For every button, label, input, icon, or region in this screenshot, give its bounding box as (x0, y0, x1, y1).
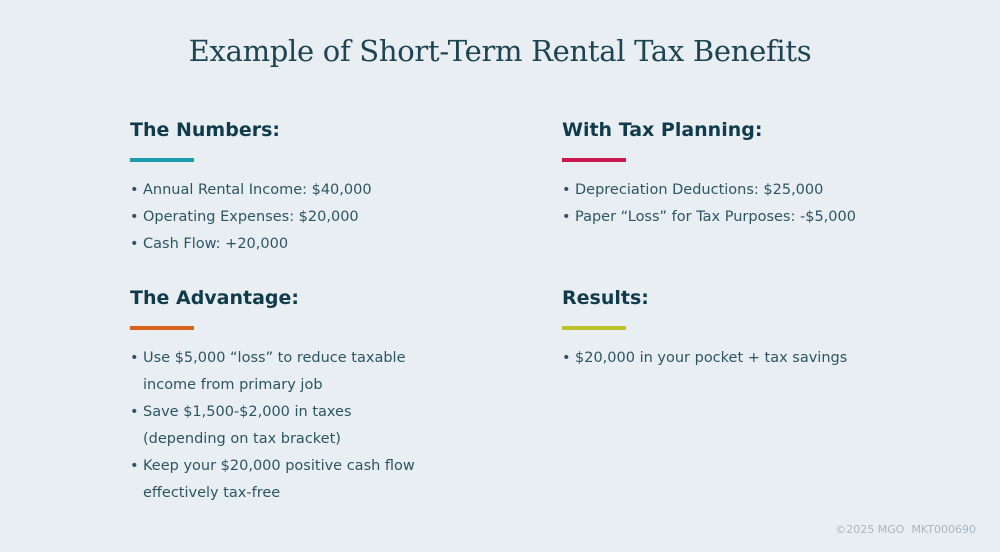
section-results: Results: $20,000 in your pocket + tax sa… (562, 285, 962, 372)
section-heading: Results: (562, 287, 649, 309)
section-heading: The Numbers: (130, 119, 280, 141)
list-item: Save $1,500-$2,000 in taxes (depending o… (130, 399, 420, 453)
list-item: Annual Rental Income: $40,000 (130, 177, 530, 204)
section-the-advantage: The Advantage: Use $5,000 “loss” to redu… (130, 285, 530, 507)
page-title: Example of Short-Term Rental Tax Benefit… (188, 34, 812, 68)
section-the-numbers: The Numbers: Annual Rental Income: $40,0… (130, 117, 530, 258)
list-item: Depreciation Deductions: $25,000 (562, 177, 962, 204)
list-item: Cash Flow: +20,000 (130, 231, 530, 258)
list-item: Paper “Loss” for Tax Purposes: -$5,000 (562, 204, 962, 231)
list-item: Keep your $20,000 positive cash flow eff… (130, 453, 420, 507)
section-with-tax-planning: With Tax Planning: Depreciation Deductio… (562, 117, 962, 231)
list-item: $20,000 in your pocket + tax savings (562, 345, 962, 372)
section-heading: The Advantage: (130, 287, 300, 309)
accent-bar (562, 158, 626, 162)
section-heading: With Tax Planning: (562, 119, 763, 141)
list-item: Operating Expenses: $20,000 (130, 204, 530, 231)
list-item: Use $5,000 “loss” to reduce taxable inco… (130, 345, 420, 399)
accent-bar (562, 326, 626, 330)
copyright-footer: ©2025 MGO MKT000690 (835, 523, 976, 536)
accent-bar (130, 326, 194, 330)
accent-bar (130, 158, 194, 162)
